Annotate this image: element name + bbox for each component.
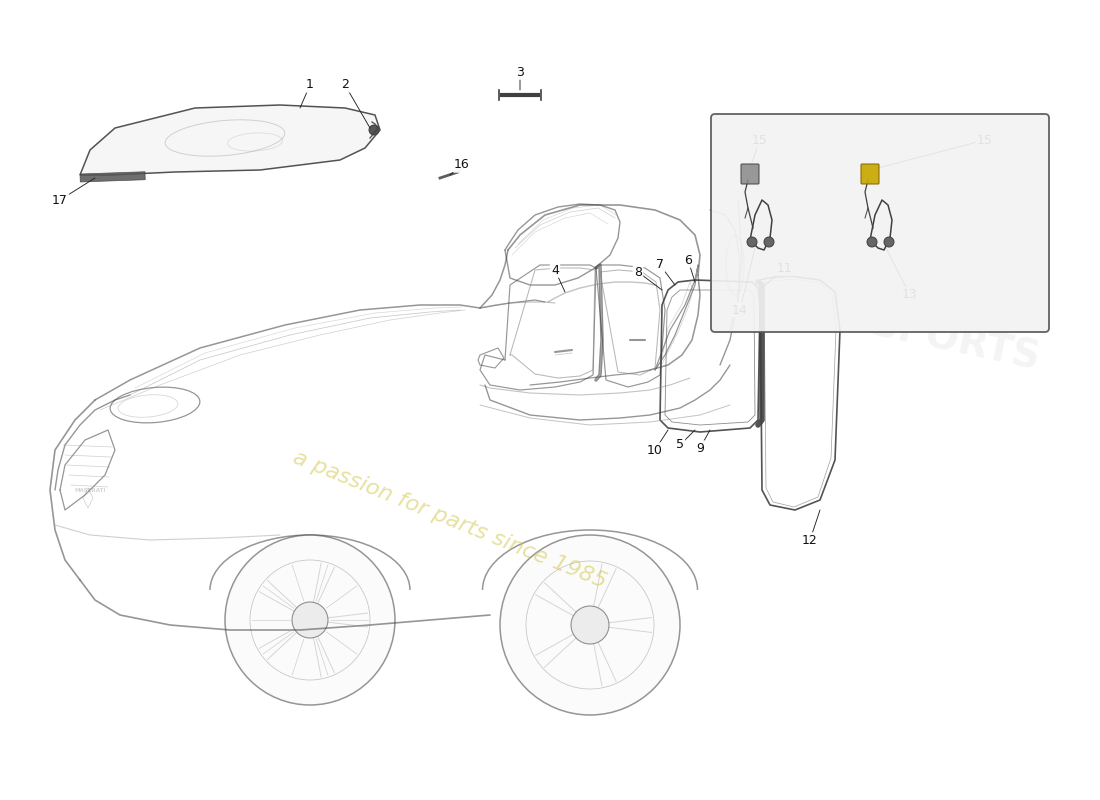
Text: 15: 15	[752, 134, 768, 146]
Text: 16: 16	[454, 158, 470, 171]
Circle shape	[764, 237, 774, 247]
Text: 17: 17	[52, 194, 68, 206]
Circle shape	[368, 125, 379, 135]
Text: 10: 10	[647, 443, 663, 457]
Text: 15: 15	[977, 134, 993, 146]
Text: 1985: 1985	[843, 190, 998, 270]
Text: 14: 14	[733, 303, 748, 317]
Text: 11: 11	[777, 262, 793, 274]
Bar	[80, 172, 145, 182]
Circle shape	[867, 237, 877, 247]
Text: 7: 7	[656, 258, 664, 271]
Polygon shape	[80, 105, 380, 175]
Text: 13: 13	[902, 289, 917, 302]
FancyBboxPatch shape	[711, 114, 1049, 332]
Text: a passion for parts since 1985: a passion for parts since 1985	[290, 448, 609, 592]
Text: 8: 8	[634, 266, 642, 278]
Text: 3: 3	[516, 66, 524, 78]
Circle shape	[884, 237, 894, 247]
FancyBboxPatch shape	[861, 164, 879, 184]
Text: 5: 5	[676, 438, 684, 451]
Text: elite
SPORTS: elite SPORTS	[867, 262, 1053, 378]
Circle shape	[226, 535, 395, 705]
Text: MASERATI: MASERATI	[75, 487, 106, 493]
FancyBboxPatch shape	[741, 164, 759, 184]
Circle shape	[500, 535, 680, 715]
Circle shape	[747, 237, 757, 247]
Text: 12: 12	[802, 534, 818, 546]
Text: 4: 4	[551, 263, 559, 277]
Circle shape	[292, 602, 328, 638]
Circle shape	[571, 606, 609, 644]
Text: 6: 6	[684, 254, 692, 266]
Text: 2: 2	[341, 78, 349, 91]
Text: 1: 1	[306, 78, 313, 91]
Text: 9: 9	[696, 442, 704, 454]
